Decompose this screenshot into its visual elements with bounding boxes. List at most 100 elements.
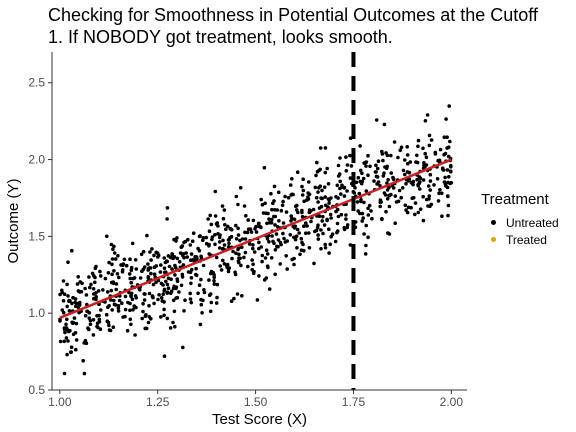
data-point-untreated [427, 143, 432, 148]
data-point-untreated [128, 317, 133, 322]
data-point-untreated [272, 184, 277, 189]
data-point-untreated [403, 158, 407, 162]
data-point-untreated [222, 208, 227, 212]
data-point-untreated [315, 225, 320, 230]
data-point-untreated [188, 297, 193, 301]
data-point-untreated [88, 322, 93, 327]
data-point-untreated [340, 183, 344, 188]
data-point-untreated [416, 210, 421, 215]
data-point-untreated [427, 194, 432, 198]
data-point-untreated [82, 371, 87, 376]
data-point-untreated [333, 239, 338, 244]
data-point-untreated [162, 300, 166, 304]
data-point-untreated [119, 263, 123, 267]
data-point-untreated [83, 286, 87, 291]
data-point-untreated [338, 179, 343, 184]
data-point-untreated [188, 270, 193, 275]
data-point-untreated [168, 326, 173, 330]
data-point-untreated [94, 295, 98, 299]
data-point-untreated [251, 246, 255, 251]
data-point-untreated [393, 221, 398, 225]
data-point-untreated [405, 153, 410, 157]
data-point-untreated [92, 274, 96, 278]
data-point-untreated [307, 180, 311, 184]
data-point-untreated [227, 241, 231, 246]
data-point-untreated [109, 298, 113, 302]
data-point-untreated [292, 256, 296, 261]
data-point-untreated [141, 249, 146, 254]
data-point-untreated [243, 250, 248, 255]
data-point-untreated [364, 189, 369, 193]
data-point-untreated [313, 185, 318, 190]
data-point-untreated [342, 194, 347, 198]
data-point-untreated [277, 219, 281, 223]
data-point-untreated [386, 231, 390, 235]
data-point-untreated [361, 176, 366, 181]
data-point-untreated [225, 262, 230, 267]
data-point-untreated [358, 168, 363, 173]
data-point-untreated [213, 214, 218, 218]
data-point-untreated [301, 188, 306, 193]
data-point-untreated [393, 194, 398, 198]
data-point-untreated [113, 257, 118, 261]
data-point-untreated [138, 288, 142, 292]
data-point-untreated [242, 204, 247, 208]
data-point-untreated [446, 145, 451, 149]
data-point-untreated [183, 298, 187, 303]
data-point-untreated [276, 225, 280, 229]
data-point-untreated [226, 245, 231, 249]
data-point-untreated [169, 277, 173, 282]
data-point-untreated [165, 290, 170, 295]
data-point-untreated [280, 203, 285, 208]
data-point-untreated [245, 230, 250, 235]
data-point-untreated [221, 238, 225, 243]
data-point-untreated [440, 167, 445, 171]
data-point-untreated [335, 207, 340, 212]
data-point-untreated [66, 294, 70, 298]
data-point-untreated [179, 283, 184, 288]
data-point-untreated [97, 313, 101, 318]
data-point-untreated [128, 301, 132, 306]
data-point-untreated [364, 223, 369, 228]
data-point-untreated [260, 259, 264, 264]
data-point-untreated [165, 206, 170, 210]
data-point-untreated [445, 168, 450, 172]
data-point-untreated [368, 164, 372, 169]
data-point-untreated [212, 275, 216, 280]
data-point-untreated [320, 188, 324, 193]
data-point-untreated [209, 222, 214, 227]
data-point-untreated [305, 198, 309, 202]
data-point-untreated [174, 239, 178, 243]
data-point-untreated [201, 298, 205, 303]
data-point-untreated [436, 199, 441, 203]
data-point-untreated [273, 272, 278, 277]
data-point-untreated [348, 153, 352, 158]
data-point-untreated [273, 223, 277, 227]
data-point-untreated [315, 169, 320, 174]
data-point-untreated [144, 313, 148, 317]
data-point-untreated [366, 173, 370, 177]
data-point-untreated [438, 188, 442, 192]
data-point-untreated [359, 181, 364, 186]
data-point-untreated [409, 180, 414, 185]
data-point-untreated [142, 298, 147, 302]
data-point-untreated [401, 168, 406, 173]
data-point-untreated [91, 287, 96, 291]
data-point-untreated [358, 211, 362, 216]
data-point-untreated [446, 213, 450, 218]
data-point-untreated [98, 269, 102, 274]
legend-label-untreated: Untreated [506, 215, 559, 230]
data-point-untreated [185, 255, 189, 259]
data-point-untreated [189, 300, 194, 305]
data-point-untreated [178, 251, 183, 255]
data-point-untreated [95, 321, 100, 326]
data-point-untreated [78, 300, 82, 305]
data-point-untreated [364, 243, 368, 248]
data-point-untreated [320, 196, 324, 201]
data-point-untreated [249, 230, 254, 234]
data-point-untreated [96, 289, 101, 293]
data-point-untreated [403, 203, 408, 208]
data-point-untreated [149, 258, 153, 262]
data-point-untreated [428, 188, 433, 192]
data-point-untreated [94, 264, 98, 269]
